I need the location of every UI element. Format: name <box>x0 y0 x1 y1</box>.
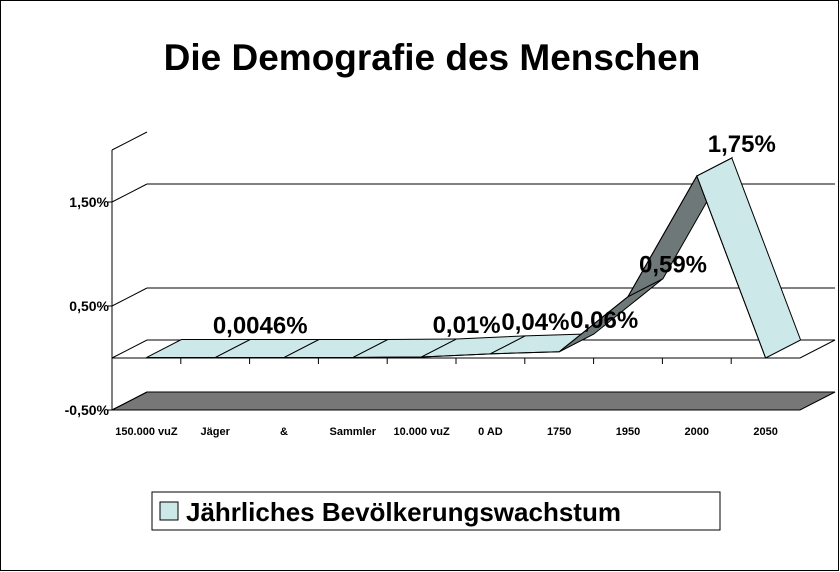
data-label: 1,75% <box>708 131 776 158</box>
y-tick-label: 1,50% <box>69 194 109 210</box>
grid-line <box>111 183 148 203</box>
line <box>146 174 767 359</box>
data-label: 0,59% <box>639 252 707 279</box>
x-tick-label: 1750 <box>546 426 572 438</box>
grid-line <box>111 287 148 307</box>
y-tick-label: 0,50% <box>69 298 109 314</box>
legend-swatch <box>159 501 179 521</box>
x-tick-label: Sammler <box>329 426 377 438</box>
x-tick-label: 1950 <box>615 426 641 438</box>
x-tick-label: 0 AD <box>478 426 503 438</box>
x-tick-label: Jäger <box>200 426 230 438</box>
x-tick-label: 2050 <box>753 426 778 438</box>
x-tick-label: 150.000 vuZ <box>115 426 178 438</box>
x-tick-label: 2000 <box>684 426 710 438</box>
x-tick-label: & <box>280 426 288 438</box>
y-axis-depth <box>111 131 148 151</box>
legend-label: Jährliches Bevölkerungswachstum <box>186 497 621 527</box>
data-label: 0,06% <box>570 307 638 334</box>
floor <box>111 391 836 411</box>
y-tick-label: -0,50% <box>65 402 110 418</box>
data-label: 0,0046% <box>213 313 308 340</box>
data-label: 0,01% <box>433 312 501 339</box>
chart-title: Die Demografie des Menschen <box>164 37 701 78</box>
x-tick-label: 10.000 vuZ <box>393 426 450 438</box>
zero-plane <box>111 339 836 359</box>
grid-line <box>111 391 148 411</box>
legend-box <box>151 491 721 531</box>
data-label: 0,04% <box>501 309 569 336</box>
